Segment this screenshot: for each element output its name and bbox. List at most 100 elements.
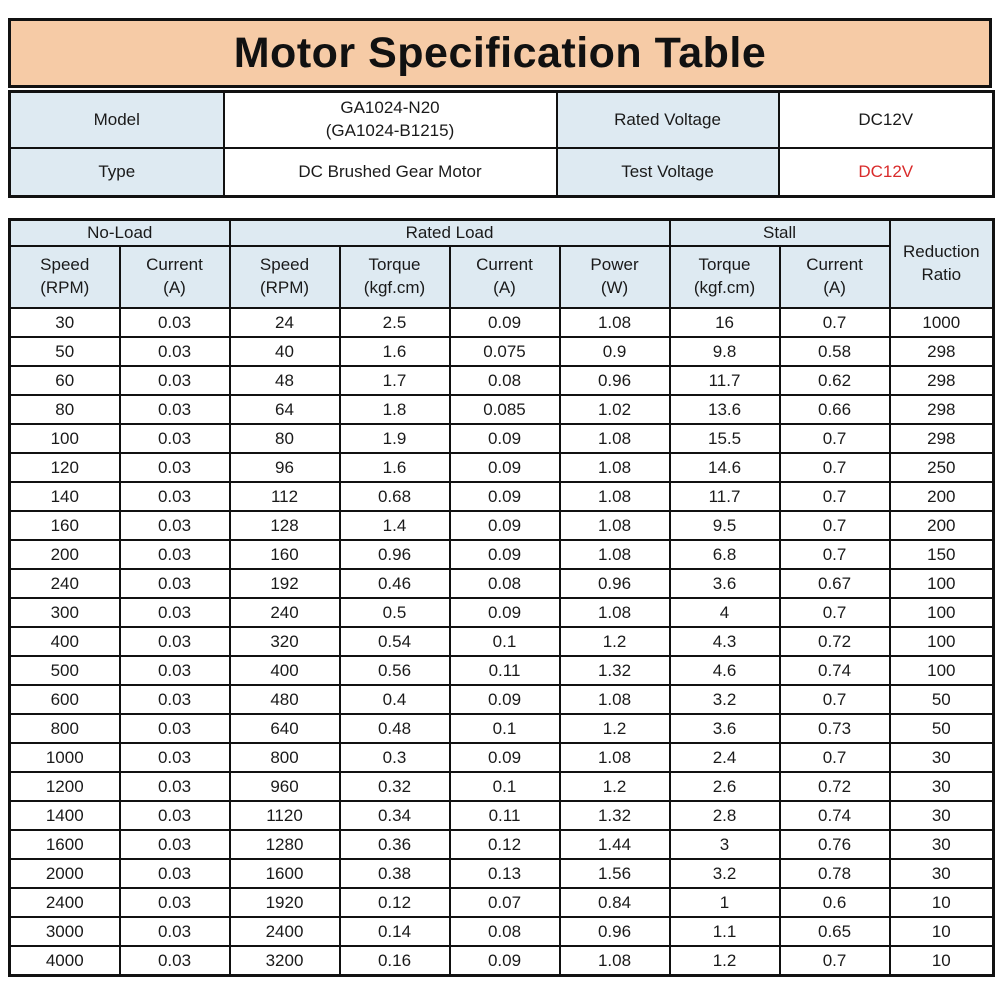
- test-voltage-value: DC12V: [777, 147, 995, 198]
- spec-cell: 298: [888, 394, 995, 425]
- spec-cell: 100: [888, 568, 995, 599]
- spec-cell: 1.2: [558, 713, 671, 744]
- spec-cell: 1.6: [338, 452, 451, 483]
- spec-cell: 100: [888, 655, 995, 686]
- spec-cell: 0.78: [778, 858, 891, 889]
- table-row: 60 0.03 48 1.7 0.08 0.96 11.7 0.62 298: [8, 365, 995, 396]
- spec-cell: 0.7: [778, 684, 891, 715]
- spec-cell: 100: [8, 423, 121, 454]
- spec-cell: 14.6: [668, 452, 781, 483]
- spec-cell: 0.3: [338, 742, 451, 773]
- spec-cell: 1600: [8, 829, 121, 860]
- column-header-rated-power: Power (W): [558, 245, 671, 309]
- spec-cell: 800: [228, 742, 341, 773]
- spec-cell: 1000: [888, 307, 995, 338]
- spec-cell: 298: [888, 336, 995, 367]
- spec-cell: 1200: [8, 771, 121, 802]
- table-row: 1400 0.03 1120 0.34 0.11 1.32 2.8 0.74 30: [8, 800, 995, 831]
- info-table: Model GA1024-N20 (GA1024-B1215) Rated Vo…: [8, 90, 995, 198]
- spec-cell: 30: [888, 771, 995, 802]
- column-header-noload-speed: Speed (RPM): [8, 245, 121, 309]
- spec-cell: 0.03: [118, 916, 231, 947]
- spec-cell: 4000: [8, 945, 121, 977]
- spec-cell: 0.7: [778, 597, 891, 628]
- spec-cell: 0.73: [778, 713, 891, 744]
- group-header-no-load: No-Load: [8, 218, 231, 247]
- spec-cell: 96: [228, 452, 341, 483]
- spec-cell: 0.72: [778, 626, 891, 657]
- table-row: 160 0.03 128 1.4 0.09 1.08 9.5 0.7 200: [8, 510, 995, 541]
- column-header-stall-torque: Torque (kgf.cm): [668, 245, 781, 309]
- model-label: Model: [8, 90, 225, 149]
- spec-cell: 50: [888, 684, 995, 715]
- spec-cell: 0.54: [338, 626, 451, 657]
- spec-cell: 0.03: [118, 626, 231, 657]
- page-title: Motor Specification Table: [233, 28, 767, 77]
- spec-cell: 24: [228, 307, 341, 338]
- spec-cell: 6.8: [668, 539, 781, 570]
- spec-cell: 500: [8, 655, 121, 686]
- spec-cell: 640: [228, 713, 341, 744]
- spec-cell: 0.03: [118, 945, 231, 977]
- group-header-row: No-Load Rated Load Stall Reduction Ratio: [8, 218, 995, 309]
- spec-cell: 0.74: [778, 655, 891, 686]
- spec-cell: 0.32: [338, 771, 451, 802]
- reduction-ratio-header: Reduction Ratio: [888, 218, 995, 309]
- spec-cell: 0.03: [118, 800, 231, 831]
- table-row: 100 0.03 80 1.9 0.09 1.08 15.5 0.7 298: [8, 423, 995, 454]
- spec-cell: 80: [8, 394, 121, 425]
- table-row: 4000 0.03 3200 0.16 0.09 1.08 1.2 0.7 10: [8, 945, 995, 977]
- spec-cell: 480: [228, 684, 341, 715]
- table-row: 600 0.03 480 0.4 0.09 1.08 3.2 0.7 50: [8, 684, 995, 715]
- spec-cell: 100: [888, 626, 995, 657]
- table-row: 30 0.03 24 2.5 0.09 1.08 16 0.7 1000: [8, 307, 995, 338]
- spec-cell: 1.7: [338, 365, 451, 396]
- spec-cell: 0.09: [448, 307, 561, 338]
- spec-cell: 15.5: [668, 423, 781, 454]
- spec-cell: 4.3: [668, 626, 781, 657]
- spec-cell: 1.1: [668, 916, 781, 947]
- spec-cell: 160: [8, 510, 121, 541]
- spec-cell: 0.09: [448, 742, 561, 773]
- spec-cell: 48: [228, 365, 341, 396]
- table-row: 200 0.03 160 0.96 0.09 1.08 6.8 0.7 150: [8, 539, 995, 570]
- spec-cell: 0.76: [778, 829, 891, 860]
- spec-cell: 1.44: [558, 829, 671, 860]
- spec-cell: 1.32: [558, 655, 671, 686]
- spec-cell: 1120: [228, 800, 341, 831]
- table-row: 2400 0.03 1920 0.12 0.07 0.84 1 0.6 10: [8, 887, 995, 918]
- spec-cell: 1000: [8, 742, 121, 773]
- spec-cell: 0.03: [118, 336, 231, 367]
- spec-cell: 0.65: [778, 916, 891, 947]
- spec-cell: 2000: [8, 858, 121, 889]
- spec-cell: 0.085: [448, 394, 561, 425]
- table-row: 120 0.03 96 1.6 0.09 1.08 14.6 0.7 250: [8, 452, 995, 483]
- spec-cell: 10: [888, 916, 995, 947]
- spec-cell: 0.03: [118, 771, 231, 802]
- spec-cell: 0.5: [338, 597, 451, 628]
- column-header-stall-current: Current (A): [778, 245, 891, 309]
- spec-cell: 0.96: [558, 365, 671, 396]
- table-row: 500 0.03 400 0.56 0.11 1.32 4.6 0.74 100: [8, 655, 995, 686]
- spec-cell: 0.7: [778, 510, 891, 541]
- spec-cell: 1920: [228, 887, 341, 918]
- spec-cell: 16: [668, 307, 781, 338]
- spec-cell: 0.36: [338, 829, 451, 860]
- spec-cell: 3000: [8, 916, 121, 947]
- column-header-rated-current: Current (A): [448, 245, 561, 309]
- spec-cell: 1.08: [558, 423, 671, 454]
- table-row: 50 0.03 40 1.6 0.075 0.9 9.8 0.58 298: [8, 336, 995, 367]
- title-banner: Motor Specification Table: [8, 18, 992, 88]
- spec-cell: 1.2: [668, 945, 781, 977]
- spec-cell: 0.62: [778, 365, 891, 396]
- spec-cell: 0.03: [118, 481, 231, 512]
- spec-cell: 0.68: [338, 481, 451, 512]
- column-header-row: Speed (RPM) Current (A) Speed (RPM) Torq…: [8, 245, 994, 309]
- spec-cell: 3.2: [668, 684, 781, 715]
- spec-cell: 0.03: [118, 742, 231, 773]
- spec-cell: 0.09: [448, 481, 561, 512]
- spec-cell: 30: [888, 829, 995, 860]
- spec-cell: 250: [888, 452, 995, 483]
- spec-cell: 1.08: [558, 307, 671, 338]
- table-row: 2000 0.03 1600 0.38 0.13 1.56 3.2 0.78 30: [8, 858, 995, 889]
